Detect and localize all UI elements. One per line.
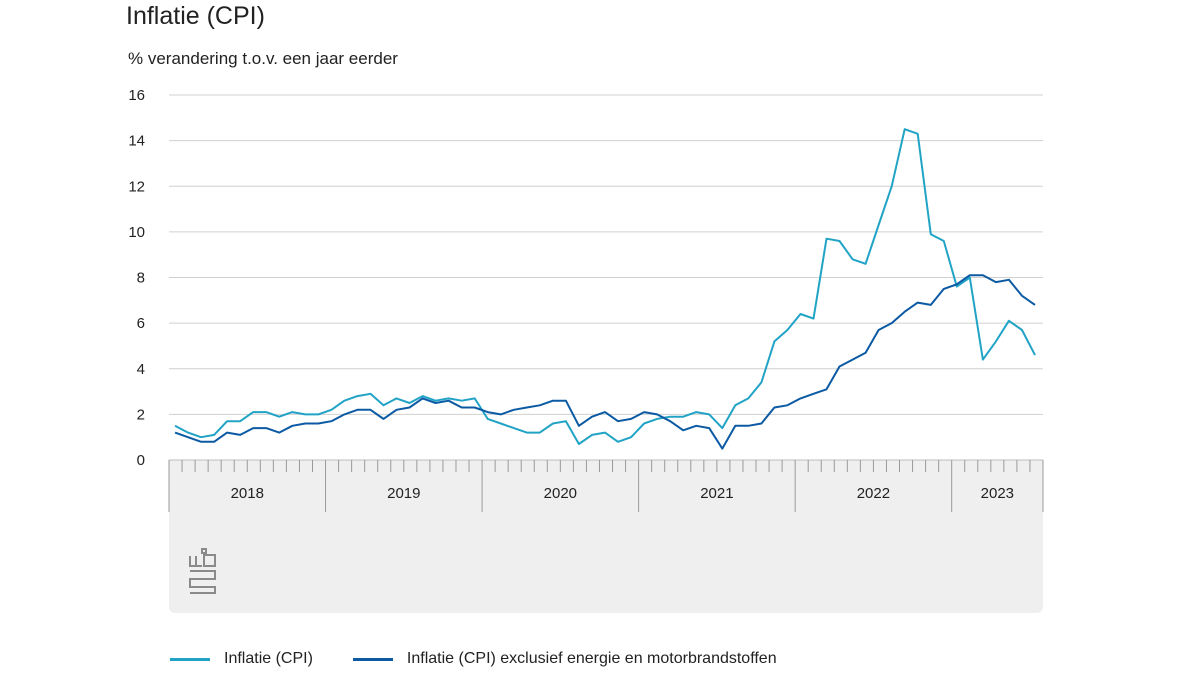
line-chart: 0 2 4 6 8 10 12 14 16 2018 2019 2020 2021 2022 2023	[128, 87, 1044, 613]
y-axis-ticks: 0 2 4 6 8 10 12 14 16	[128, 87, 145, 469]
chart-subtitle: % verandering t.o.v. een jaar eerder	[128, 49, 398, 68]
x-year-label: 2019	[387, 485, 420, 502]
y-tick-label: 16	[128, 87, 145, 104]
legend-item-cpi: Inflatie (CPI)	[170, 650, 313, 668]
y-tick-label: 14	[128, 133, 145, 150]
y-tick-label: 10	[128, 224, 145, 241]
series-line-cpi	[174, 128, 1036, 445]
legend-swatch-core	[352, 657, 393, 661]
y-tick-label: 8	[137, 270, 145, 287]
gridlines	[169, 94, 1043, 461]
legend-item-core: Inflatie (CPI) exclusief energie en moto…	[352, 650, 777, 668]
legend-label-core: Inflatie (CPI) exclusief energie en moto…	[406, 650, 777, 667]
cbs-logo-icon	[189, 548, 216, 594]
legend-label-cpi: Inflatie (CPI)	[224, 650, 313, 667]
y-tick-label: 4	[137, 361, 145, 378]
x-year-label: 2023	[981, 485, 1014, 502]
y-tick-label: 0	[137, 452, 145, 469]
x-year-label: 2018	[231, 485, 264, 502]
legend: Inflatie (CPI) Inflatie (CPI) exclusief …	[170, 650, 817, 668]
chart-footer	[169, 460, 1043, 613]
x-year-label: 2022	[857, 485, 890, 502]
legend-swatch-cpi	[170, 657, 210, 661]
y-tick-label: 2	[137, 406, 145, 423]
footer-panel	[169, 460, 1043, 613]
chart-title: Inflatie (CPI)	[126, 2, 265, 30]
x-year-label: 2020	[544, 485, 577, 502]
x-axis: 2018 2019 2020 2021 2022 2023	[168, 460, 1044, 512]
series-lines	[174, 128, 1036, 450]
series-line-core	[174, 274, 1036, 450]
y-tick-label: 12	[128, 178, 145, 195]
x-year-label: 2021	[700, 485, 733, 502]
y-tick-label: 6	[137, 315, 145, 332]
